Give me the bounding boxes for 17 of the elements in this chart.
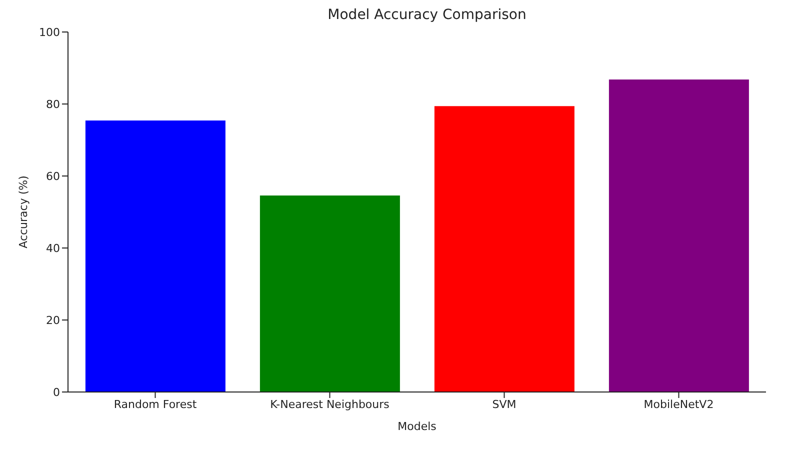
- y-tick-label: 60: [46, 170, 60, 183]
- y-tick-label: 20: [46, 314, 60, 327]
- y-tick-label: 0: [53, 386, 60, 399]
- bar: [608, 80, 749, 392]
- bar: [434, 106, 574, 392]
- y-tick-label: 80: [46, 98, 60, 111]
- y-tick-label: 40: [46, 242, 60, 255]
- x-tick-label: Random Forest: [114, 398, 198, 411]
- y-tick-label: 100: [39, 26, 60, 39]
- y-axis-title: Accuracy (%): [16, 176, 30, 248]
- x-tick-label: MobileNetV2: [644, 398, 714, 411]
- x-tick-label: K-Nearest Neighbours: [270, 398, 390, 411]
- bar: [85, 120, 226, 392]
- bar: [260, 195, 400, 392]
- x-axis-title: Models: [398, 420, 437, 433]
- chart-title: Model Accuracy Comparison: [326, 7, 528, 23]
- x-tick-label: SVM: [492, 398, 516, 411]
